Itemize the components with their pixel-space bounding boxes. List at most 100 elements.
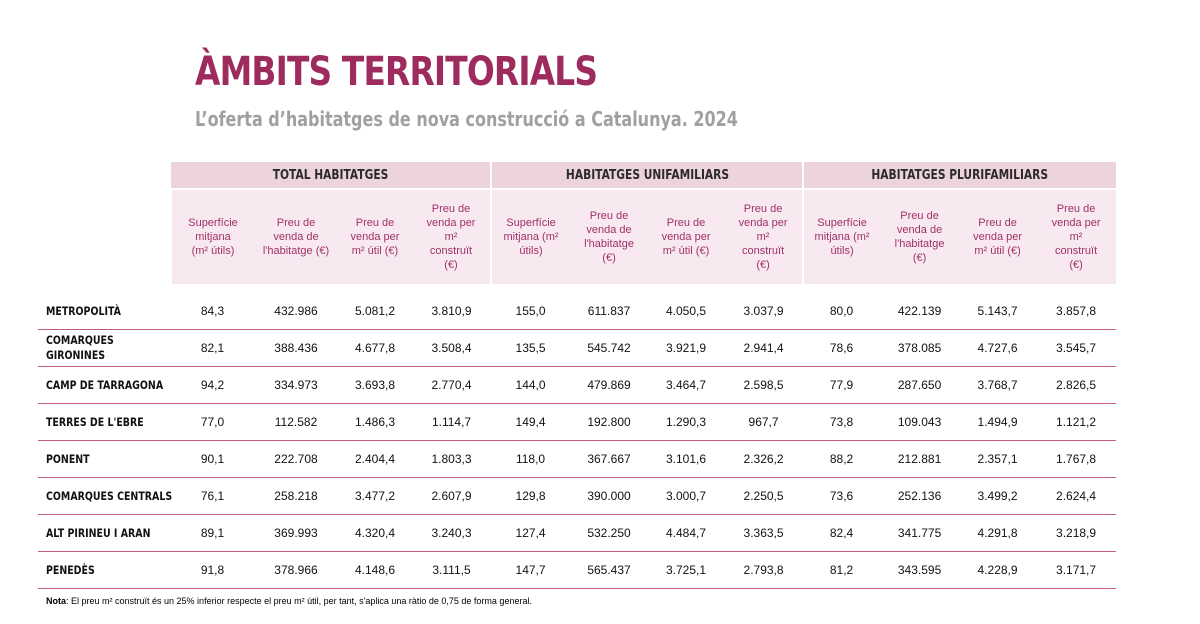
value-cell: 3.508,4 [412, 329, 492, 367]
value-cell: 3.810,9 [412, 293, 492, 330]
value-cell: 4.291,8 [959, 514, 1037, 552]
footnote-label: Nota [46, 596, 66, 606]
value-cell: 3.477,2 [338, 477, 412, 515]
region-name: PENEDÈS [38, 551, 171, 589]
value-cell: 1.114,7 [412, 403, 492, 441]
value-cell: 4.228,9 [959, 551, 1037, 589]
column-header-row: Superfície mitjana (m² útils) Preu de venda … [38, 188, 1117, 284]
value-cell: 5.143,7 [959, 293, 1037, 330]
plurifamiliars-price-per-m2-built-header: Preu de venda per m² construït (€) [1036, 188, 1117, 284]
value-cell: 127,4 [491, 514, 571, 552]
value-cell: 5.081,2 [338, 293, 412, 330]
value-cell: 78,6 [803, 329, 881, 367]
region-name: TERRES DE L'EBRE [38, 403, 171, 441]
total-price-per-m2-useful-header: Preu de venda per m² útil (€) [338, 188, 412, 284]
footnote: Nota: El preu m² construït és un 25% inf… [46, 596, 532, 606]
value-cell: 1.486,3 [338, 403, 412, 441]
region-name: COMARQUES CENTRALS [38, 477, 172, 515]
plurifamiliars-price-per-m2-useful-header: Preu de venda per m² útil (€) [959, 188, 1037, 284]
value-cell: 109.043 [880, 403, 960, 441]
value-cell: 212.881 [880, 440, 960, 478]
table-row: TERRES DE L'EBRE 77,0 112.582 1.486,3 1.114,… [38, 403, 1117, 441]
value-cell: 118,0 [491, 440, 571, 478]
value-cell: 2.250,5 [724, 477, 804, 515]
value-cell: 422.139 [880, 293, 960, 330]
value-cell: 80,0 [803, 293, 881, 330]
plurifamiliars-price-header: Preu de venda de l'habitatge (€) [880, 188, 960, 284]
value-cell: 1.803,3 [412, 440, 492, 478]
value-cell: 4.148,6 [338, 551, 412, 589]
value-cell: 147,7 [491, 551, 571, 589]
value-cell: 367.667 [570, 440, 649, 478]
value-cell: 2.941,4 [724, 329, 804, 367]
value-cell: 3.037,9 [724, 293, 804, 330]
table-row: PONENT 90,1 222.708 2.404,4 1.803,3 118,0 367.… [38, 440, 1117, 478]
unifamiliars-price-header: Preu de venda de l'habitatge (€) [570, 188, 649, 284]
value-cell: 287.650 [880, 366, 960, 404]
value-cell: 3.218,9 [1036, 514, 1117, 552]
table-row: COMARQUES GIRONINES 82,1 388.436 4.677,8 3.50… [38, 329, 1117, 367]
value-cell: 2.357,1 [959, 440, 1037, 478]
corner-cell [38, 162, 171, 189]
value-cell: 144,0 [491, 366, 571, 404]
value-cell: 2.598,5 [724, 366, 804, 404]
value-cell: 90,1 [171, 440, 254, 478]
value-cell: 3.111,5 [412, 551, 492, 589]
value-cell: 76,1 [171, 477, 254, 515]
value-cell: 3.464,7 [648, 366, 725, 404]
value-cell: 343.595 [880, 551, 960, 589]
region-name: ALT PIRINEU I ARAN [38, 514, 171, 552]
value-cell: 82,4 [803, 514, 881, 552]
value-cell: 4.320,4 [338, 514, 412, 552]
value-cell: 3.101,6 [648, 440, 725, 478]
value-cell: 91,8 [171, 551, 254, 589]
value-cell: 1.290,3 [648, 403, 725, 441]
group-header-total: TOTAL HABITATGES [171, 162, 492, 189]
value-cell: 3.240,3 [412, 514, 492, 552]
value-cell: 2.793,8 [724, 551, 804, 589]
value-cell: 3.545,7 [1036, 329, 1117, 367]
value-cell: 3.693,8 [338, 366, 412, 404]
value-cell: 4.727,6 [959, 329, 1037, 367]
value-cell: 1.121,2 [1036, 403, 1117, 441]
page-subtitle: L’oferta d’habitatges de nova construcci… [195, 107, 738, 131]
value-cell: 84,3 [171, 293, 254, 330]
value-cell: 2.326,2 [724, 440, 804, 478]
page-title: ÀMBITS TERRITORIALS [195, 49, 598, 95]
value-cell: 73,6 [803, 477, 881, 515]
value-cell: 155,0 [491, 293, 571, 330]
spacer-row [38, 284, 1116, 293]
territorial-housing-table: TOTAL HABITATGES HABITATGES UNIFAMILIARS… [38, 162, 1117, 589]
table-row: COMARQUES CENTRALS 76,1 258.218 3.477,2 2.60… [38, 477, 1117, 515]
value-cell: 77,9 [803, 366, 881, 404]
value-cell: 611.837 [570, 293, 649, 330]
value-cell: 967,7 [724, 403, 804, 441]
total-surface-header: Superfície mitjana (m² útils) [170, 188, 254, 284]
value-cell: 334.973 [254, 366, 338, 404]
value-cell: 77,0 [171, 403, 254, 441]
value-cell: 2.770,4 [412, 366, 492, 404]
value-cell: 3.725,1 [648, 551, 725, 589]
value-cell: 192.800 [570, 403, 649, 441]
corner-cell [38, 188, 171, 284]
value-cell: 1.767,8 [1036, 440, 1117, 478]
value-cell: 82,1 [171, 329, 254, 367]
unifamiliars-price-per-m2-built-header: Preu de venda per m² construït (€) [724, 188, 804, 284]
total-price-header: Preu de venda de l'habitatge (€) [254, 188, 338, 284]
value-cell: 2.404,4 [338, 440, 412, 478]
value-cell: 3.921,9 [648, 329, 725, 367]
value-cell: 3.499,2 [959, 477, 1037, 515]
value-cell: 2.826,5 [1036, 366, 1117, 404]
value-cell: 3.000,7 [648, 477, 725, 515]
region-name: PONENT [38, 440, 171, 478]
value-cell: 149,4 [491, 403, 571, 441]
value-cell: 390.000 [570, 477, 649, 515]
value-cell: 388.436 [254, 329, 338, 367]
region-name: CAMP DE TARRAGONA [38, 366, 171, 404]
total-price-per-m2-built-header: Preu de venda per m² construït (€) [412, 188, 492, 284]
value-cell: 4.484,7 [648, 514, 725, 552]
value-cell: 88,2 [803, 440, 881, 478]
value-cell: 479.869 [570, 366, 649, 404]
value-cell: 135,5 [491, 329, 571, 367]
value-cell: 4.050,5 [648, 293, 725, 330]
